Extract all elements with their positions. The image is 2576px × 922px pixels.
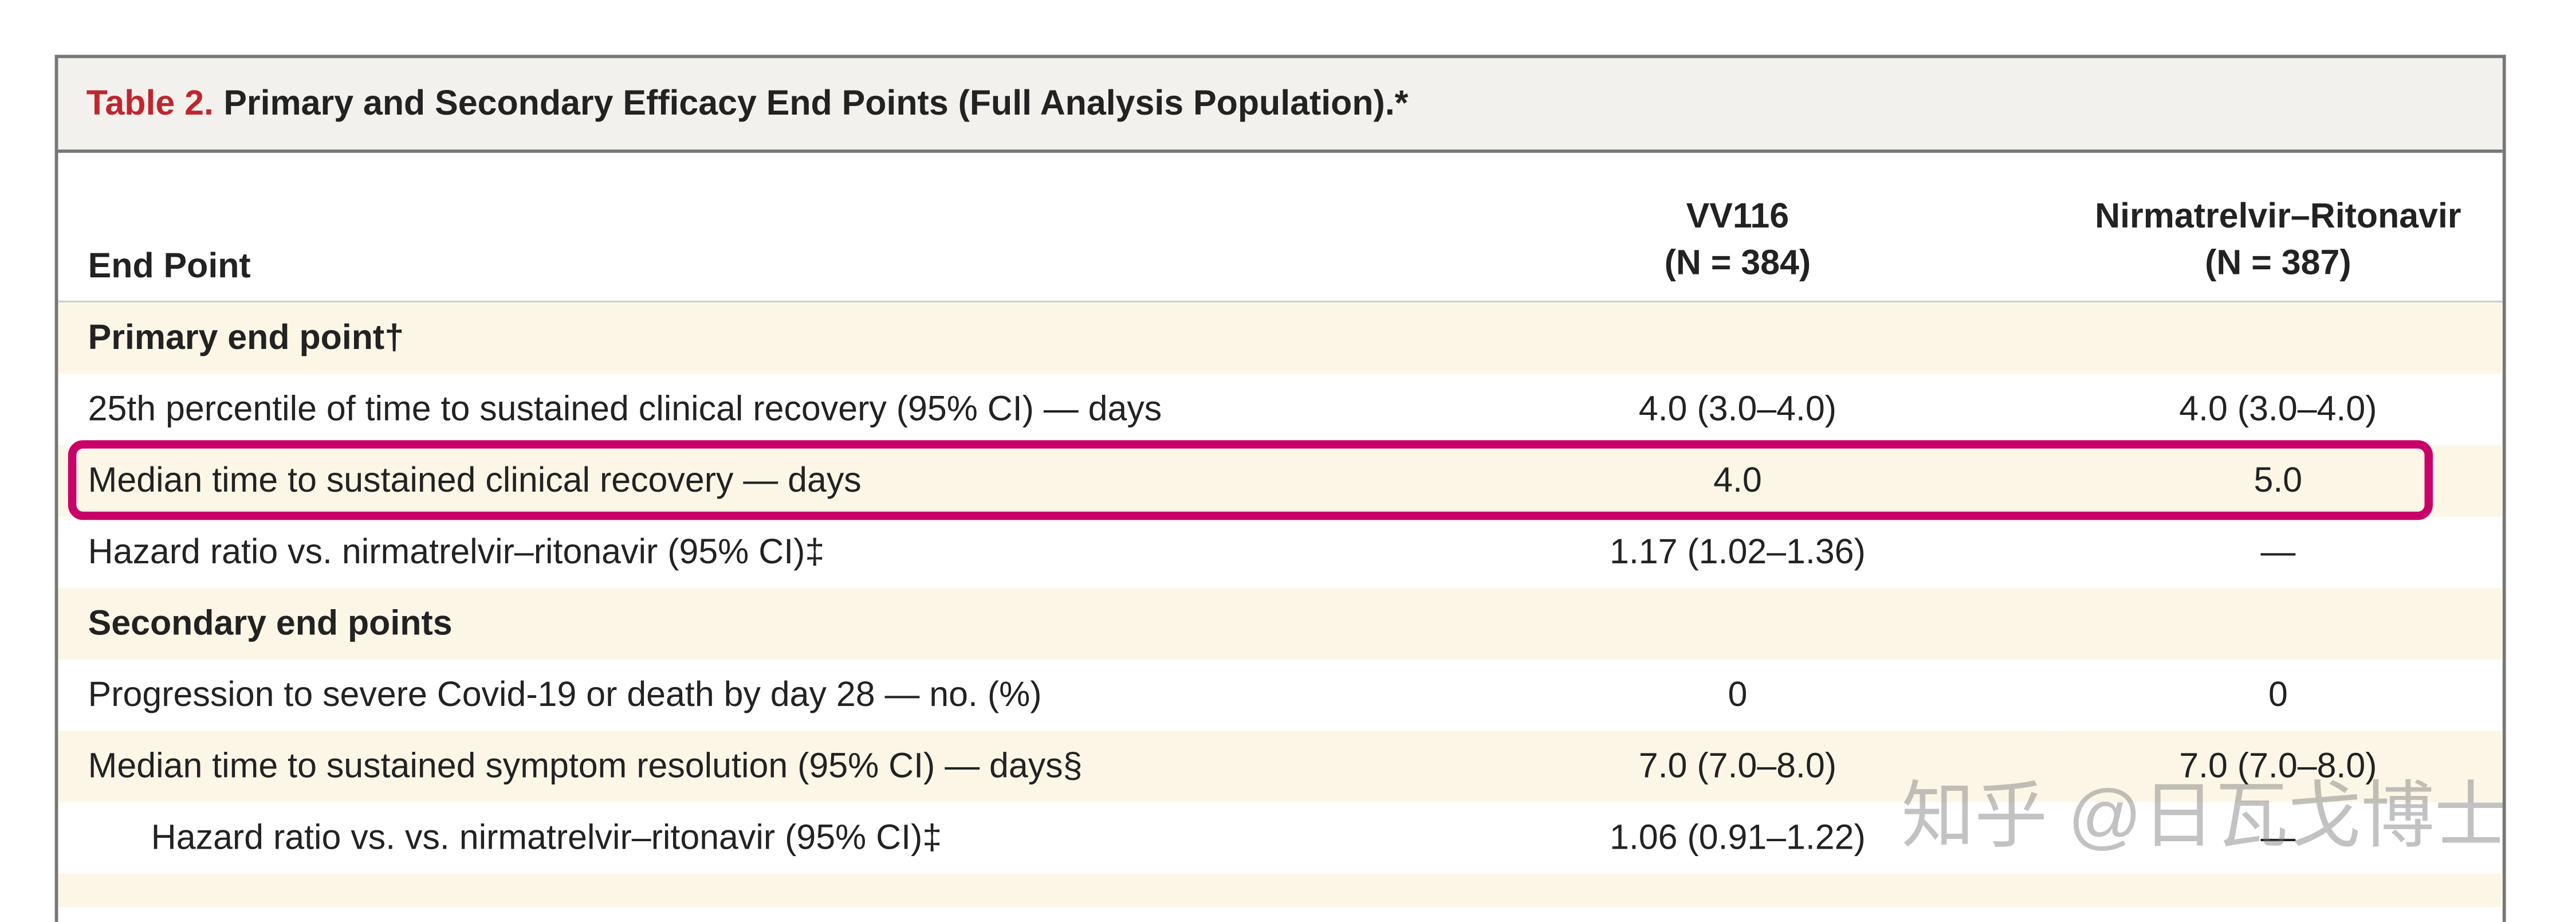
page: Table 2. Primary and Secondary Efficacy …	[54, 54, 2508, 922]
section-cell: Secondary end points	[88, 603, 453, 642]
stage: Table 2. Primary and Secondary Efficacy …	[54, 54, 2508, 922]
table-row: Median time to sustained clinical recove…	[58, 445, 2503, 517]
value-cell: 4.0 (3.0–4.0)	[2179, 389, 2377, 428]
header-line: VV116	[1686, 197, 1790, 236]
table-title: Primary and Secondary Efficacy End Point…	[223, 84, 1409, 123]
value-cell: 0	[2268, 675, 2288, 714]
value-cell: 0	[1728, 675, 1748, 714]
section-cell: Primary end point†	[88, 318, 404, 356]
table-label: Table 2.	[86, 84, 214, 123]
label-cell: 25th percentile of time to sustained cli…	[88, 389, 1162, 428]
label-cell: Hazard ratio vs. vs. nirmatrelvir–ritona…	[151, 818, 942, 857]
watermark: 知乎 @日瓦戈博士	[1901, 775, 2508, 857]
value-cell: —	[2260, 818, 2296, 857]
table-row: Primary end point†	[58, 301, 2503, 374]
value-cell: 4.0 (3.0–4.0)	[1638, 389, 1837, 428]
table-head: End Point VV116 (N = 384) Nirmatrelvir–Ri…	[58, 152, 2503, 303]
value-cell: 1.06 (0.91–1.22)	[1609, 818, 1866, 857]
header-cell: Nirmatrelvir–Ritonavir (N = 387)	[2053, 152, 2503, 303]
highlight-box	[68, 440, 2433, 520]
value-cell: 7.0 (7.0–8.0)	[2179, 747, 2377, 785]
label-cell: Median time to sustained clinical recove…	[88, 461, 862, 500]
header-line: (N = 384)	[1664, 244, 1811, 283]
row-filler	[58, 873, 2503, 907]
table-row: Median time to sustained symptom resolut…	[58, 731, 2503, 803]
table: End Point VV116 (N = 384) Nirmatrelvir–Ri…	[58, 152, 2503, 874]
value-cell: 1.17 (1.02–1.36)	[1609, 532, 1866, 571]
table-frame: Table 2. Primary and Secondary Efficacy …	[54, 54, 2506, 922]
header-cell: End Point	[58, 152, 1422, 303]
table-body: Primary end point† 25th percentile of tim…	[58, 301, 2503, 874]
label-cell: Median time to sustained symptom resolut…	[88, 747, 1083, 785]
table-row: Progression to severe Covid-19 or death …	[58, 660, 2502, 731]
header-cell: VV116 (N = 384)	[1421, 152, 2054, 303]
label-cell: Progression to severe Covid-19 or death …	[88, 675, 1042, 714]
table-row: 25th percentile of time to sustained cli…	[58, 374, 2502, 445]
title-bar: Table 2. Primary and Secondary Efficacy …	[58, 58, 2503, 153]
header-line: (N = 387)	[2205, 244, 2351, 283]
table-row: Hazard ratio vs. nirmatrelvir–ritonavir …	[58, 517, 2502, 588]
table-row: Secondary end points	[58, 588, 2503, 660]
header-row: End Point VV116 (N = 384) Nirmatrelvir–Ri…	[58, 152, 2503, 303]
value-cell: 4.0	[1713, 461, 1762, 500]
value-cell: 7.0 (7.0–8.0)	[1638, 747, 1837, 785]
label-cell: Hazard ratio vs. nirmatrelvir–ritonavir …	[88, 532, 825, 571]
table-row: Hazard ratio vs. vs. nirmatrelvir–ritona…	[58, 802, 2502, 874]
value-cell: —	[2260, 532, 2296, 571]
header-line: Nirmatrelvir–Ritonavir	[2095, 197, 2461, 236]
value-cell: 5.0	[2253, 461, 2303, 500]
